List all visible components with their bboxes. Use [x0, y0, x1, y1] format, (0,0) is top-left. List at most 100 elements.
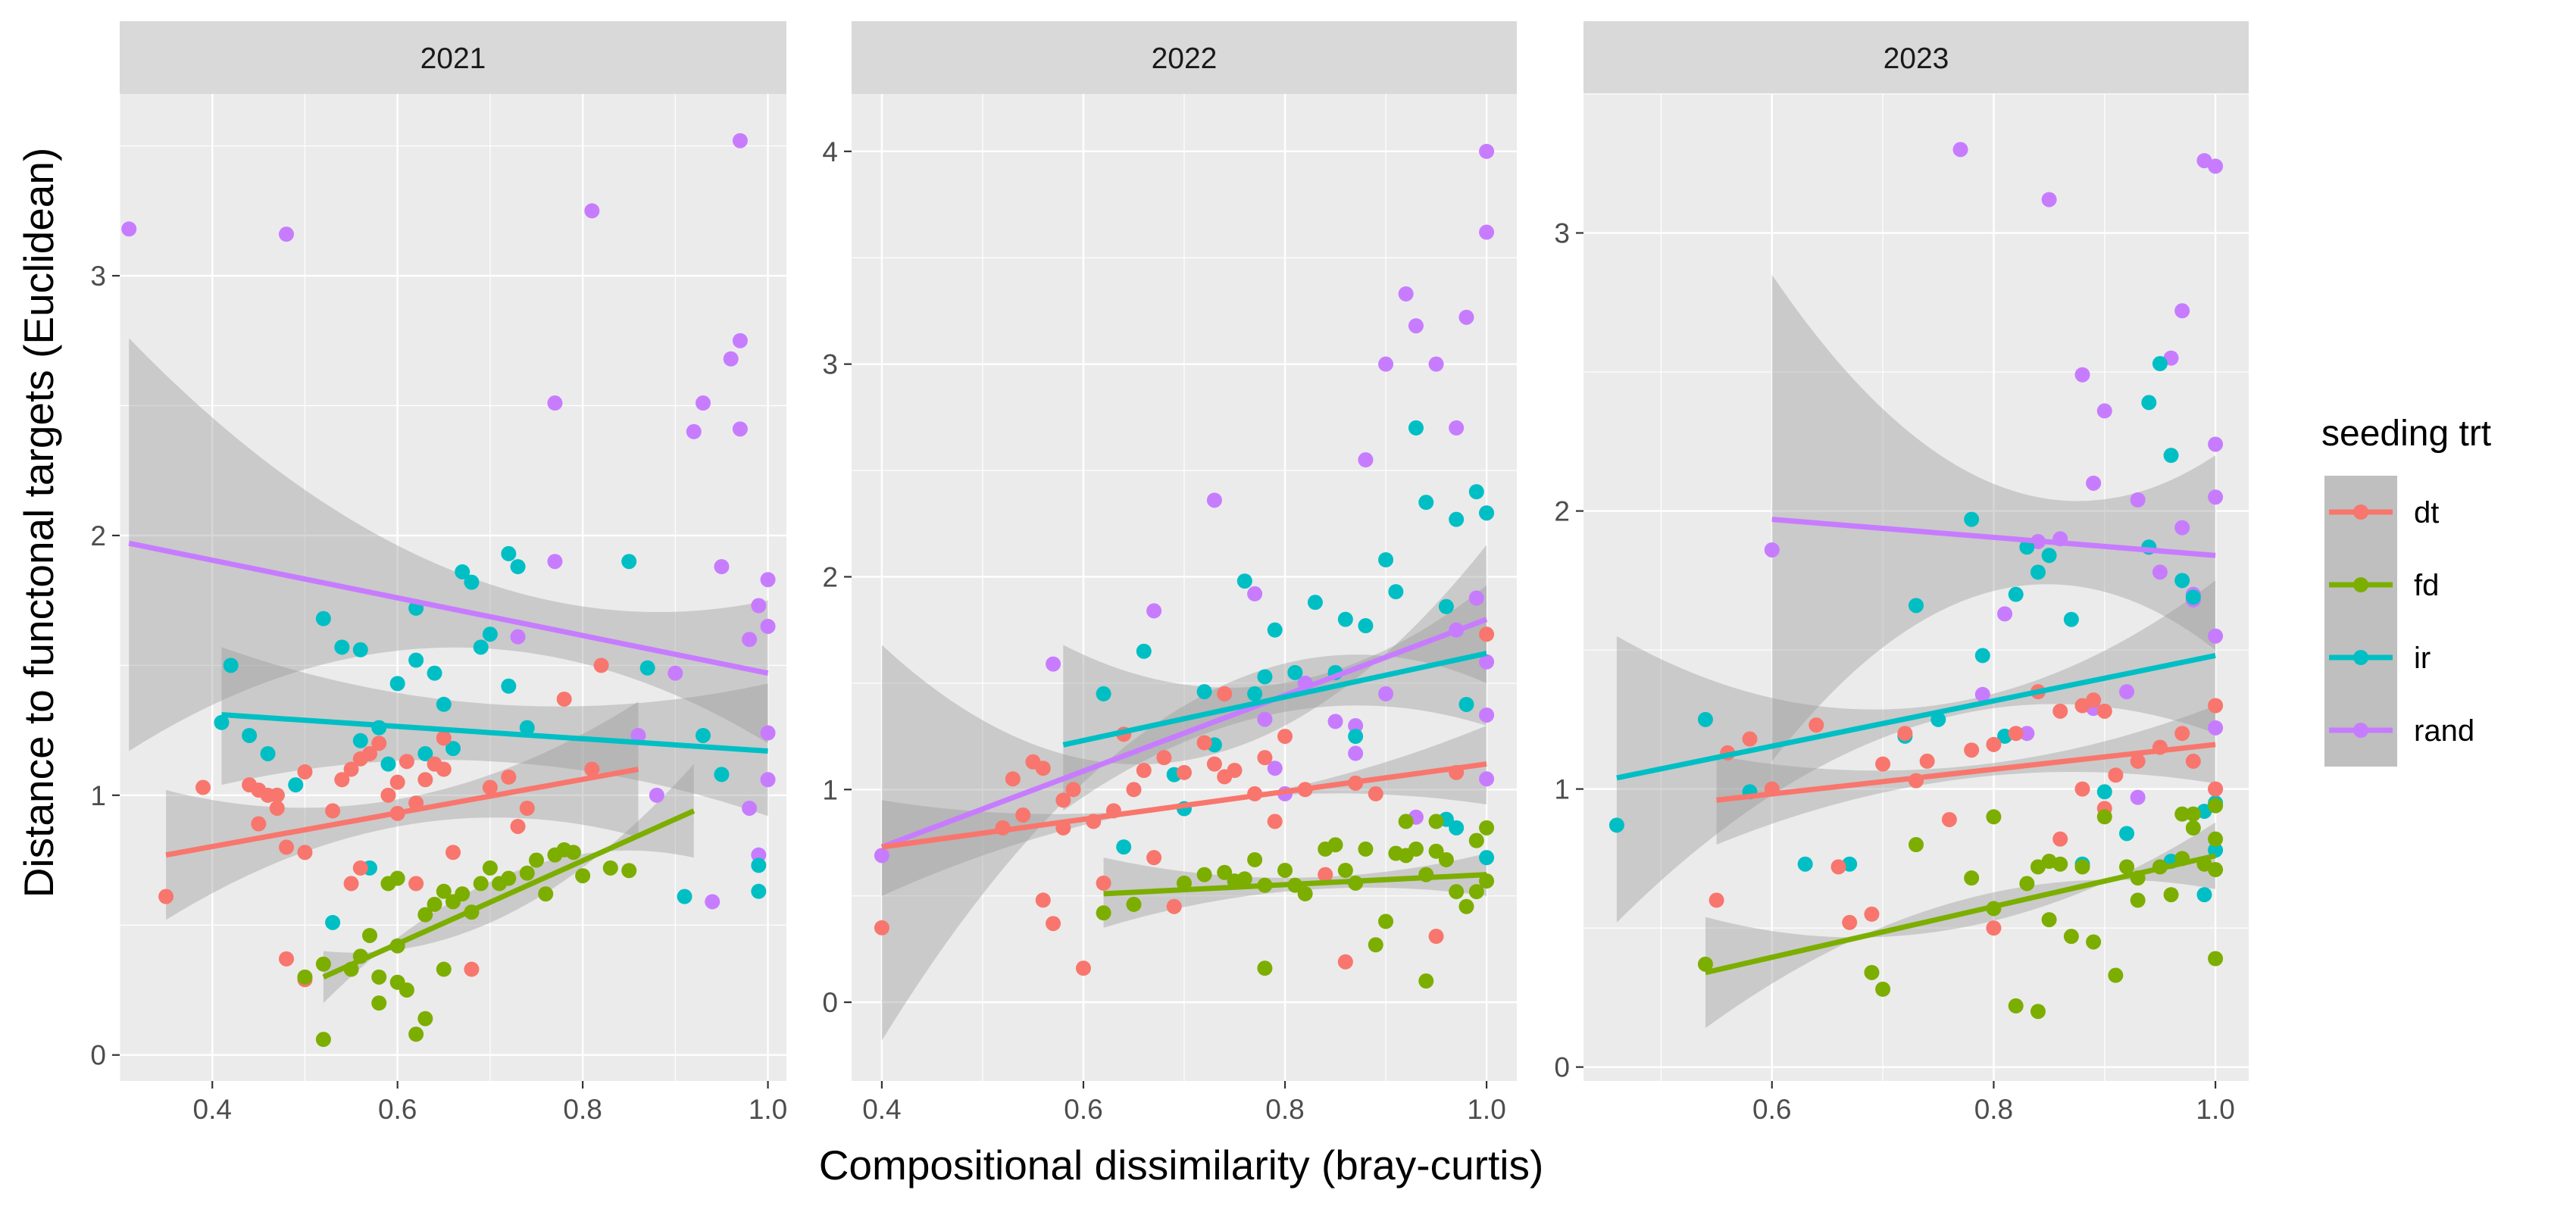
x-tick-label: 1.0 [1467, 1094, 1505, 1125]
point-rand [2096, 403, 2112, 419]
point-dt [1196, 735, 1212, 751]
point-dt [1830, 859, 1846, 875]
point-ir [1964, 511, 1980, 527]
point-dt [2074, 781, 2090, 797]
point-rand [1247, 586, 1263, 601]
point-dt [1368, 786, 1383, 801]
point-ir [1408, 420, 1424, 436]
confidence-band-rand [129, 338, 768, 751]
point-dt [2008, 726, 2024, 742]
legend-key-point [2353, 650, 2368, 665]
point-dt [1217, 686, 1233, 701]
point-dt [2208, 698, 2224, 714]
point-rand [2208, 628, 2224, 644]
point-dt [1875, 756, 1891, 772]
point-dt [1065, 782, 1081, 798]
fit-line-dt [881, 761, 1487, 850]
point-fd [1428, 814, 1444, 829]
point-dt [1146, 850, 1162, 866]
point-ir [751, 857, 767, 873]
point-ir [621, 554, 637, 570]
point-dt [501, 769, 517, 785]
point-ir [2141, 395, 2157, 411]
y-axis-title: Distance to functonal targets (Euclidean… [15, 148, 62, 898]
point-dt [1964, 742, 1980, 758]
x-tick-label: 1.0 [2196, 1094, 2234, 1125]
point-fd [1297, 886, 1313, 901]
point-rand [2152, 564, 2168, 580]
plot-area [874, 143, 1495, 1041]
legend-item-rand: rand [2324, 694, 2474, 767]
point-dt [445, 845, 461, 861]
point-dt [482, 779, 498, 795]
point-fd [1438, 851, 1454, 867]
point-dt [1919, 753, 1935, 769]
point-ir [482, 626, 498, 642]
x-axis-title: Compositional dissimilarity (bray-curtis… [819, 1142, 1544, 1189]
point-rand [1398, 286, 1414, 301]
point-dt [1708, 892, 1724, 908]
point-rand [2041, 192, 2057, 208]
point-fd [2019, 876, 2035, 892]
point-dt [1126, 782, 1142, 798]
point-rand [1997, 606, 2013, 622]
point-ir [1438, 598, 1454, 614]
point-fd [2008, 998, 2024, 1014]
point-rand [2086, 475, 2102, 491]
point-fd [2208, 951, 2224, 967]
x-tick-label: 0.6 [1752, 1094, 1791, 1125]
point-ir [1247, 686, 1263, 701]
legend-label: dt [2414, 496, 2439, 529]
y-tick-label: 2 [1554, 496, 1570, 527]
point-ir [1608, 817, 1624, 833]
y-tick-label: 0 [822, 987, 838, 1018]
point-ir [2008, 586, 2024, 602]
legend-label: rand [2414, 714, 2474, 748]
point-dt [2086, 692, 2102, 708]
point-fd [1217, 864, 1233, 880]
confidence-band-rand [1771, 274, 2216, 761]
point-ir [1479, 505, 1495, 521]
point-dt [1337, 954, 1353, 970]
point-dt [1136, 763, 1152, 779]
fit-line-fd [1103, 872, 1487, 897]
point-dt [584, 761, 600, 777]
point-dt [269, 787, 285, 803]
x-tick-label: 0.8 [1974, 1094, 2013, 1125]
point-rand [1267, 761, 1283, 776]
point-dt [464, 961, 480, 977]
point-fd [436, 961, 452, 977]
point-ir [1974, 648, 1990, 664]
point-rand [1479, 224, 1495, 240]
point-fd [1458, 898, 1474, 914]
point-dt [334, 772, 350, 788]
point-ir [380, 756, 396, 772]
point-rand [751, 598, 767, 614]
point-fd [565, 845, 581, 861]
point-dt [1897, 726, 1913, 742]
point-fd [1875, 981, 1891, 997]
panel-2021: 2021 0.4 0.6 0.8 1.0 0 1 2 3 [90, 21, 787, 1125]
point-fd [2185, 820, 2201, 836]
point-fd [2208, 831, 2224, 847]
fit-line-rand [128, 540, 769, 676]
point-dt [874, 920, 889, 936]
point-rand [2074, 367, 2090, 383]
confidence-band-fd [1705, 822, 2216, 1029]
point-dt [436, 730, 452, 746]
fit-line-ir [1062, 651, 1487, 748]
point-rand [732, 133, 748, 148]
point-ir [1797, 856, 1813, 872]
fit-line-dt [165, 767, 639, 858]
point-dt [2052, 703, 2068, 719]
point-fd [315, 1032, 331, 1048]
point-fd [1368, 937, 1383, 953]
point-fd [1196, 867, 1212, 882]
point-rand [1046, 656, 1061, 672]
point-dt [519, 800, 535, 816]
point-fd [1428, 843, 1444, 859]
point-ir [501, 678, 517, 694]
point-dt [2096, 703, 2112, 719]
point-dt [1479, 626, 1495, 642]
point-fd [1418, 973, 1434, 989]
